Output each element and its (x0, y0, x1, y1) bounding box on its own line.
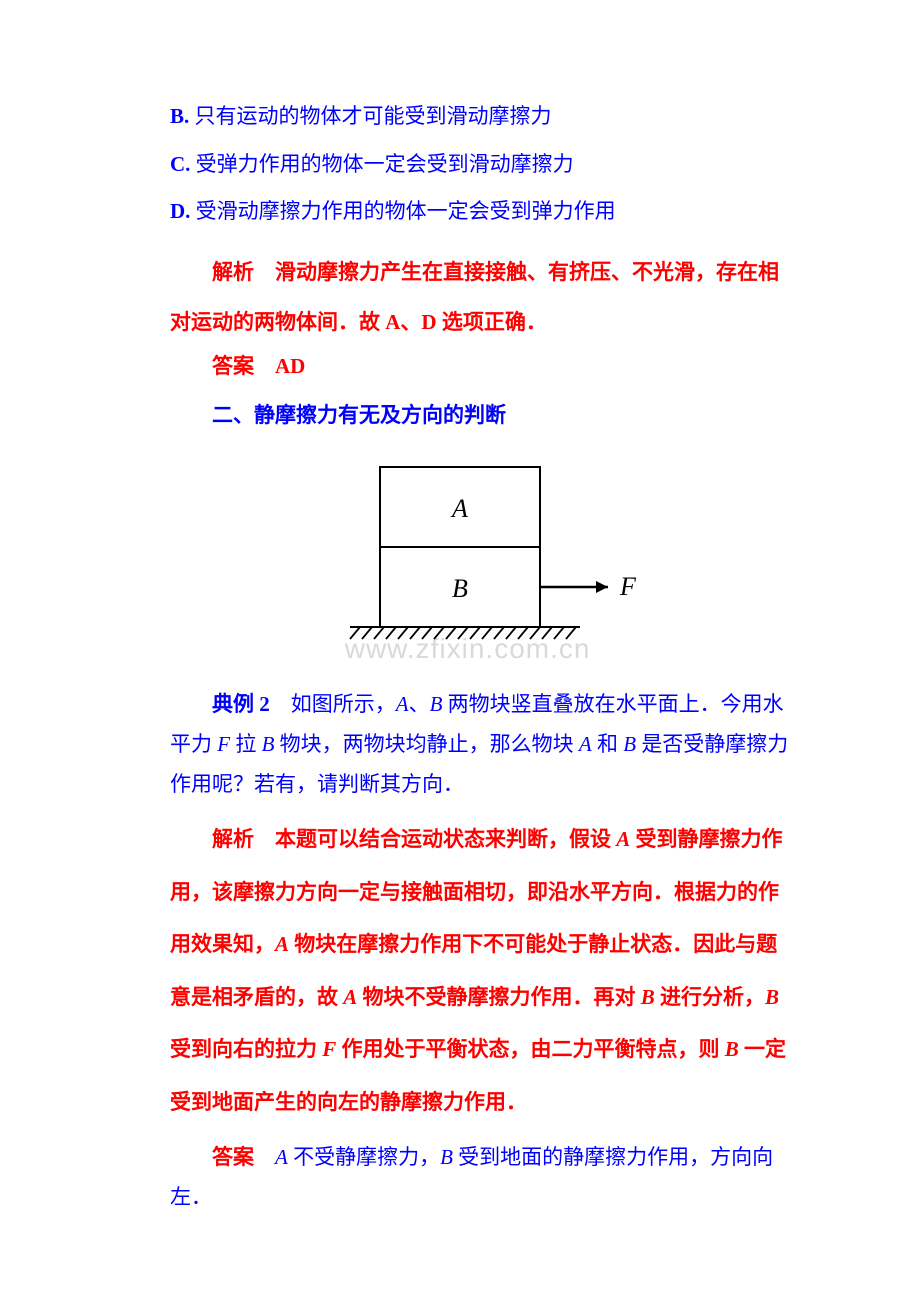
an2-va: A (275, 1145, 288, 1169)
ex2-vb2: B (262, 732, 275, 756)
option-c-label: C. (170, 152, 190, 176)
analysis-1-label: 解析 (212, 260, 254, 284)
answer-1-label: 答案 (212, 354, 254, 378)
a2-t1: 本题可以结合运动状态来判断，假设 (254, 827, 616, 851)
diagram-container: A B F www (170, 457, 790, 668)
ex2-t1: 如图所示， (270, 692, 396, 716)
diagram-label-f: F (619, 572, 637, 601)
a2-va1: A (616, 827, 630, 851)
ex2-va: A (396, 692, 409, 716)
answer-1-text: AD (254, 354, 305, 378)
analysis-2: 解析 本题可以结合运动状态来判断，假设 A 受到静摩擦力作用，该摩擦力方向一定与… (170, 813, 790, 1128)
option-c-text: 受弹力作用的物体一定会受到滑动摩擦力 (190, 152, 573, 176)
diagram-label-b: B (452, 574, 468, 603)
option-b: B. 只有运动的物体才可能受到滑动摩擦力 (170, 100, 790, 134)
a2-va3: A (343, 985, 357, 1009)
answer-2: 答案 A 不受静摩擦力，B 受到地面的静摩擦力作用，方向向左． (170, 1138, 790, 1218)
a2-va2: A (275, 932, 289, 956)
a2-t4: 物块不受静摩擦力作用．再对 (357, 985, 641, 1009)
a2-vf: F (322, 1037, 336, 1061)
ex2-vb3: B (623, 732, 636, 756)
stacked-blocks-diagram: A B F (310, 457, 650, 657)
diagram-label-a: A (450, 494, 468, 523)
option-d: D. 受滑动摩擦力作用的物体一定会受到弹力作用 (170, 195, 790, 229)
option-b-label: B. (170, 104, 189, 128)
a2-t7: 作用处于平衡状态，由二力平衡特点，则 (336, 1037, 725, 1061)
analysis-2-label: 解析 (212, 827, 254, 851)
analysis-1-text: 滑动摩擦力产生在直接接触、有挤压、不光滑，存在相对运动的两物体间．故 A、D 选… (170, 260, 779, 334)
ex2-t3: 拉 (230, 732, 262, 756)
ex2-t5: 和 (592, 732, 624, 756)
example-2: 典例 2 如图所示，A、B 两物块竖直叠放在水平面上．今用水平力 F 拉 B 物… (170, 685, 790, 805)
an2-vb: B (440, 1145, 453, 1169)
option-d-label: D. (170, 199, 190, 223)
example-2-label: 典例 2 (212, 692, 270, 716)
option-c: C. 受弹力作用的物体一定会受到滑动摩擦力 (170, 148, 790, 182)
analysis-1: 解析 滑动摩擦力产生在直接接触、有挤压、不光滑，存在相对运动的两物体间．故 A、… (170, 247, 790, 348)
option-b-text: 只有运动的物体才可能受到滑动摩擦力 (189, 104, 551, 128)
a2-vb2: B (765, 985, 779, 1009)
ex2-t4: 物块，两物块均静止，那么物块 (274, 732, 579, 756)
ground-hatching (350, 627, 576, 639)
ex2-sep1: 、 (409, 692, 430, 716)
ex2-va2: A (579, 732, 592, 756)
section-2-heading: 二、静摩擦力有无及方向的判断 (170, 399, 790, 433)
ex2-vf: F (217, 732, 230, 756)
an2-t2: 不受静摩擦力， (288, 1145, 440, 1169)
a2-vb1: B (641, 985, 655, 1009)
a2-t6: 受到向右的拉力 (170, 1037, 322, 1061)
option-d-text: 受滑动摩擦力作用的物体一定会受到弹力作用 (190, 199, 615, 223)
answer-2-label: 答案 (212, 1145, 254, 1169)
an2-t1 (254, 1145, 275, 1169)
ex2-vb: B (430, 692, 443, 716)
a2-t5: 进行分析， (655, 985, 765, 1009)
a2-vb3: B (725, 1037, 739, 1061)
answer-1: 答案 AD (170, 350, 790, 384)
